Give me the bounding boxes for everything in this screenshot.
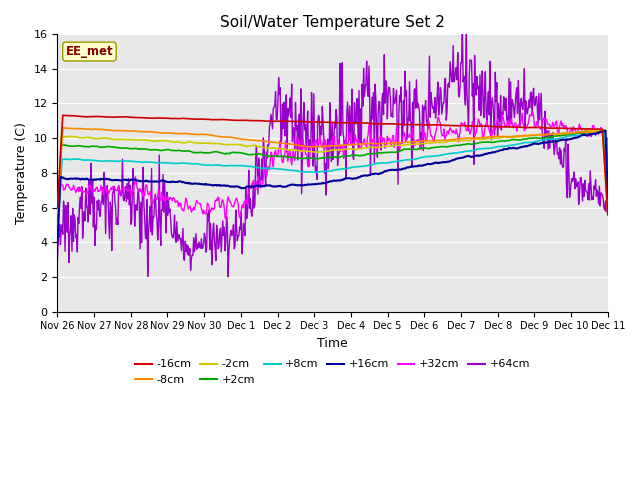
+8cm bbox=[120, 158, 128, 164]
+32cm bbox=[399, 133, 407, 139]
+64cm bbox=[604, 192, 612, 197]
-8cm bbox=[401, 140, 408, 145]
+8cm bbox=[63, 156, 71, 162]
+2cm bbox=[399, 146, 407, 152]
Line: +8cm: +8cm bbox=[58, 132, 608, 236]
-16cm bbox=[121, 114, 129, 120]
+2cm bbox=[63, 143, 71, 148]
+8cm bbox=[600, 129, 608, 134]
+16cm bbox=[205, 182, 213, 188]
+64cm bbox=[205, 207, 213, 213]
-8cm bbox=[64, 125, 72, 131]
-2cm bbox=[63, 134, 71, 140]
-8cm bbox=[604, 213, 612, 218]
+64cm bbox=[224, 274, 232, 280]
+64cm bbox=[176, 236, 184, 242]
-16cm bbox=[54, 204, 61, 210]
Line: -2cm: -2cm bbox=[58, 130, 608, 224]
-8cm bbox=[177, 131, 184, 136]
+8cm bbox=[54, 233, 61, 239]
+8cm bbox=[399, 157, 407, 163]
-2cm bbox=[415, 141, 423, 147]
+2cm bbox=[176, 148, 184, 154]
+16cm bbox=[120, 177, 128, 182]
Line: +16cm: +16cm bbox=[58, 131, 608, 244]
+64cm bbox=[401, 122, 408, 128]
+2cm bbox=[604, 201, 612, 207]
+16cm bbox=[415, 163, 423, 168]
+32cm bbox=[415, 139, 423, 144]
+16cm bbox=[604, 195, 612, 201]
Line: -16cm: -16cm bbox=[58, 115, 608, 215]
-2cm bbox=[399, 142, 407, 148]
-16cm bbox=[177, 116, 184, 121]
-16cm bbox=[64, 113, 72, 119]
+8cm bbox=[176, 160, 184, 166]
-2cm bbox=[604, 200, 612, 205]
+16cm bbox=[176, 179, 184, 184]
Line: +2cm: +2cm bbox=[58, 132, 608, 228]
-8cm bbox=[206, 132, 214, 138]
-8cm bbox=[59, 125, 67, 131]
Text: EE_met: EE_met bbox=[66, 45, 113, 58]
-16cm bbox=[206, 117, 214, 122]
X-axis label: Time: Time bbox=[317, 337, 348, 350]
-2cm bbox=[54, 221, 61, 227]
+32cm bbox=[205, 204, 213, 209]
+8cm bbox=[604, 204, 612, 209]
+32cm bbox=[176, 203, 184, 208]
-16cm bbox=[60, 112, 67, 118]
+64cm bbox=[462, 12, 470, 18]
+2cm bbox=[54, 226, 61, 231]
Line: -8cm: -8cm bbox=[58, 128, 608, 216]
-16cm bbox=[604, 212, 612, 217]
+2cm bbox=[597, 129, 605, 134]
Line: +64cm: +64cm bbox=[58, 15, 608, 277]
+64cm bbox=[54, 258, 61, 264]
+32cm bbox=[604, 191, 612, 197]
+32cm bbox=[120, 185, 128, 191]
-8cm bbox=[417, 138, 424, 144]
+8cm bbox=[415, 155, 423, 161]
+2cm bbox=[120, 145, 128, 151]
-2cm bbox=[120, 137, 128, 143]
-2cm bbox=[600, 127, 608, 132]
-8cm bbox=[54, 211, 61, 216]
-16cm bbox=[417, 122, 424, 128]
+2cm bbox=[415, 146, 423, 152]
+16cm bbox=[63, 176, 71, 182]
+8cm bbox=[205, 162, 213, 168]
+64cm bbox=[63, 229, 71, 235]
+64cm bbox=[120, 198, 128, 204]
+32cm bbox=[54, 221, 61, 227]
-8cm bbox=[121, 128, 129, 133]
-16cm bbox=[401, 121, 408, 127]
+32cm bbox=[529, 109, 536, 115]
+32cm bbox=[63, 181, 71, 187]
+16cm bbox=[399, 166, 407, 172]
-2cm bbox=[205, 141, 213, 146]
+16cm bbox=[54, 241, 61, 247]
+16cm bbox=[602, 128, 609, 133]
Title: Soil/Water Temperature Set 2: Soil/Water Temperature Set 2 bbox=[220, 15, 445, 30]
Line: +32cm: +32cm bbox=[58, 112, 608, 224]
+64cm bbox=[417, 146, 424, 152]
Y-axis label: Temperature (C): Temperature (C) bbox=[15, 122, 28, 224]
-2cm bbox=[176, 140, 184, 145]
+2cm bbox=[205, 150, 213, 156]
Legend: -16cm, -8cm, -2cm, +2cm, +8cm, +16cm, +32cm, +64cm: -16cm, -8cm, -2cm, +2cm, +8cm, +16cm, +3… bbox=[131, 355, 534, 389]
